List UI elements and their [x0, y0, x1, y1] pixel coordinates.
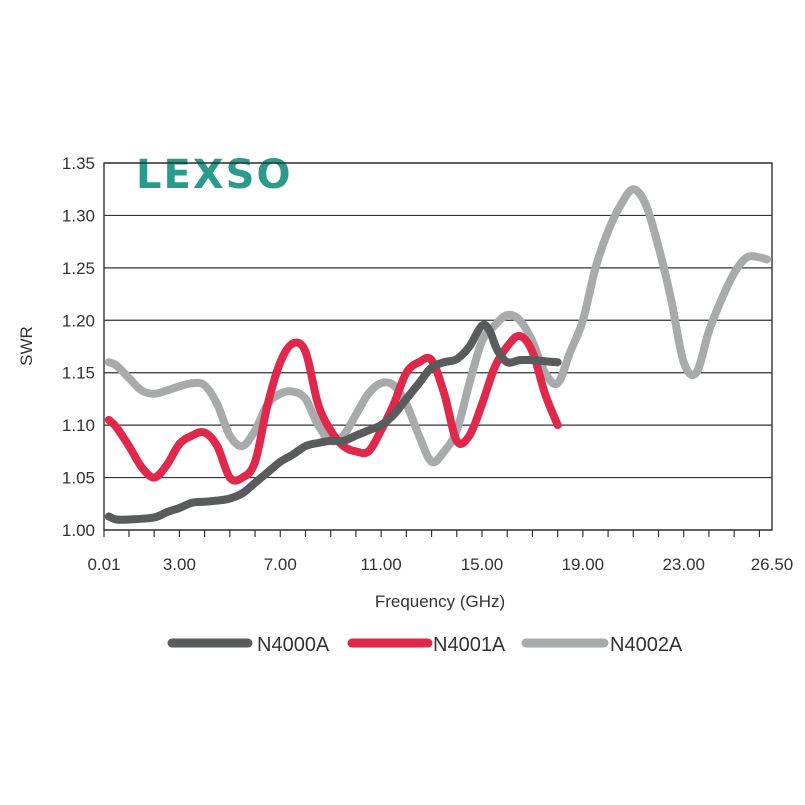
x-tick-label: 15.00 — [461, 555, 504, 574]
series-line-n4001a — [104, 331, 562, 485]
grid-lines — [104, 162, 772, 531]
legend: N4000A N4001A N4002A — [167, 634, 683, 656]
x-axis-title: Frequency (GHz) — [375, 592, 505, 611]
plot-area — [103, 162, 773, 531]
series-line-n4002a — [104, 185, 771, 467]
x-tick-label: 0.01 — [87, 555, 120, 574]
logo-text: LEXSO — [136, 152, 292, 198]
y-tick-label: 1.15 — [62, 364, 95, 383]
legend-label-n4000a: N4000A — [257, 634, 330, 656]
x-tick-label: 26.50 — [751, 555, 794, 574]
x-tick-label: 3.00 — [163, 555, 196, 574]
y-tick-label: 1.25 — [62, 259, 95, 278]
lexso-logo: LEXSO — [136, 152, 292, 198]
y-tick-label: 1.30 — [62, 206, 95, 225]
y-tick-label: 1.35 — [62, 154, 95, 173]
y-tick-label: 1.00 — [62, 521, 95, 540]
x-tick-label: 19.00 — [562, 555, 605, 574]
legend-label-n4001a: N4001A — [433, 634, 506, 656]
y-tick-label: 1.10 — [62, 416, 95, 435]
y-tick-labels: 1.35 1.30 1.25 1.20 1.15 1.10 1.05 1.00 — [62, 154, 95, 540]
series-line-n4000a — [104, 320, 562, 524]
y-axis-title: SWR — [17, 326, 36, 366]
legend-label-n4002a: N4002A — [610, 634, 683, 656]
x-tick-labels: 0.01 3.00 7.00 11.00 15.00 19.00 23.00 26.50 — [87, 530, 793, 574]
x-tick-label: 23.00 — [662, 555, 705, 574]
y-tick-label: 1.20 — [62, 311, 95, 330]
x-tick-label: 7.00 — [264, 555, 297, 574]
series-lines — [104, 185, 771, 524]
y-tick-label: 1.05 — [62, 469, 95, 488]
x-tick-label: 11.00 — [360, 555, 401, 574]
